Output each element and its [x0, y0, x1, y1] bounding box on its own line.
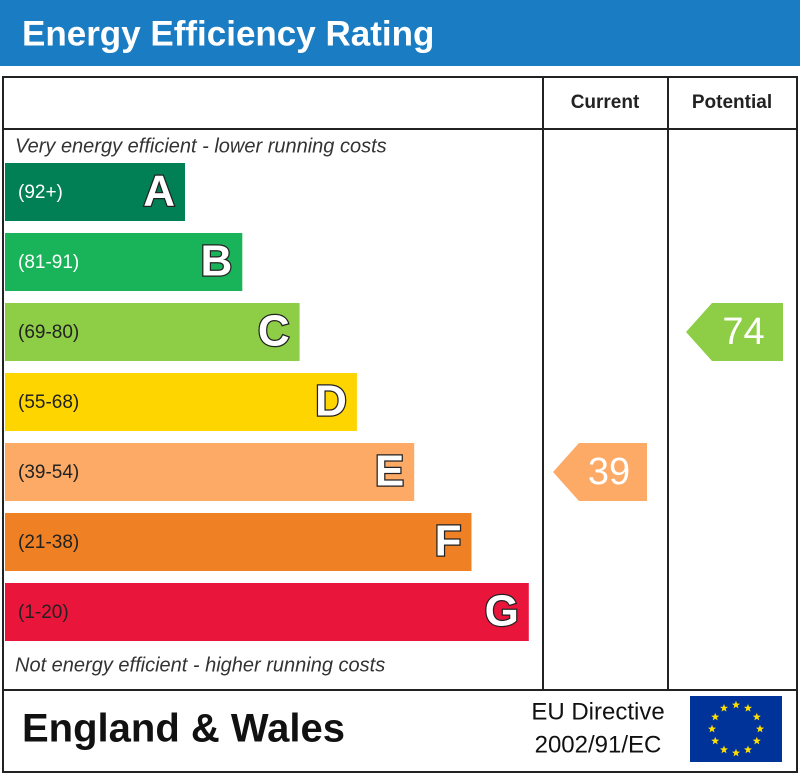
eu-star	[756, 724, 764, 733]
eu-star	[744, 704, 752, 712]
eu-stars	[708, 700, 764, 757]
directive-code: 2002/91/EC	[535, 731, 662, 758]
band-letter: C	[258, 307, 290, 356]
band-letter: F	[435, 517, 462, 566]
band-bar	[5, 583, 529, 641]
directive: EU Directive	[531, 698, 664, 725]
eu-star	[711, 712, 720, 721]
frame	[2, 76, 798, 773]
title-bar	[0, 0, 800, 66]
band-range: (21-38)	[18, 532, 79, 553]
band-range: (1-20)	[18, 602, 69, 623]
potential-value: 74	[722, 311, 764, 353]
band-letter: A	[143, 167, 175, 216]
current-value: 39	[588, 451, 630, 493]
band-range: (55-68)	[18, 392, 79, 413]
eu-star	[752, 736, 761, 745]
band-letter: G	[485, 587, 519, 636]
eu-star	[732, 748, 740, 757]
current-header: Current	[571, 92, 640, 113]
top-note: Very energy efficient - lower running co…	[15, 135, 387, 157]
potential-arrow	[686, 303, 783, 361]
band-bar	[5, 233, 243, 291]
eu-star	[744, 745, 752, 754]
potential-header: Potential	[692, 92, 772, 113]
band-range: (81-91)	[18, 252, 79, 273]
band-bar	[5, 163, 185, 221]
eu-star	[720, 704, 728, 712]
band-range: (92+)	[18, 182, 63, 203]
title: Energy Efficiency Rating	[22, 14, 434, 53]
bottom-note: Not energy efficient - higher running co…	[15, 654, 385, 676]
eu-star	[720, 745, 728, 754]
band-letter: B	[201, 237, 233, 286]
band-bar	[5, 443, 415, 501]
band-bar	[5, 303, 300, 361]
eu-star	[752, 712, 761, 721]
band-range: (39-54)	[18, 462, 79, 483]
region: England & Wales	[22, 707, 345, 751]
band-letter: D	[315, 377, 347, 426]
band-letter: E	[375, 447, 404, 496]
band-bar	[5, 373, 357, 431]
eu-star	[711, 736, 720, 745]
band-range: (69-80)	[18, 322, 79, 343]
current-arrow	[553, 443, 647, 501]
band-bar	[5, 513, 472, 571]
eu-star	[732, 700, 740, 709]
eu-star	[708, 724, 716, 733]
